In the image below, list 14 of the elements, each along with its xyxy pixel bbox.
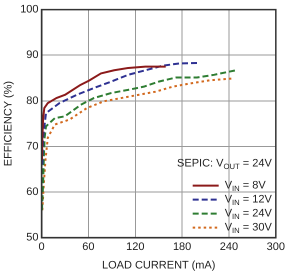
- y-tick-label: 70: [26, 140, 39, 152]
- y-tick-label: 100: [20, 4, 39, 16]
- y-tick-label: 50: [26, 232, 39, 244]
- y-tick-label: 80: [26, 94, 39, 107]
- y-axis-title: EFFICIENCY (%): [2, 80, 15, 166]
- x-tick-label: 60: [82, 241, 95, 254]
- x-axis-title: LOAD CURRENT (mA): [102, 259, 216, 272]
- x-tick-label: 0: [38, 241, 45, 254]
- x-tick-label: 300: [266, 241, 286, 254]
- x-tick-label: 180: [172, 241, 192, 254]
- y-tick-label: 60: [26, 186, 39, 198]
- y-tick-label: 90: [26, 49, 39, 62]
- x-tick-label: 240: [220, 241, 238, 254]
- x-tick-label: 120: [126, 241, 144, 254]
